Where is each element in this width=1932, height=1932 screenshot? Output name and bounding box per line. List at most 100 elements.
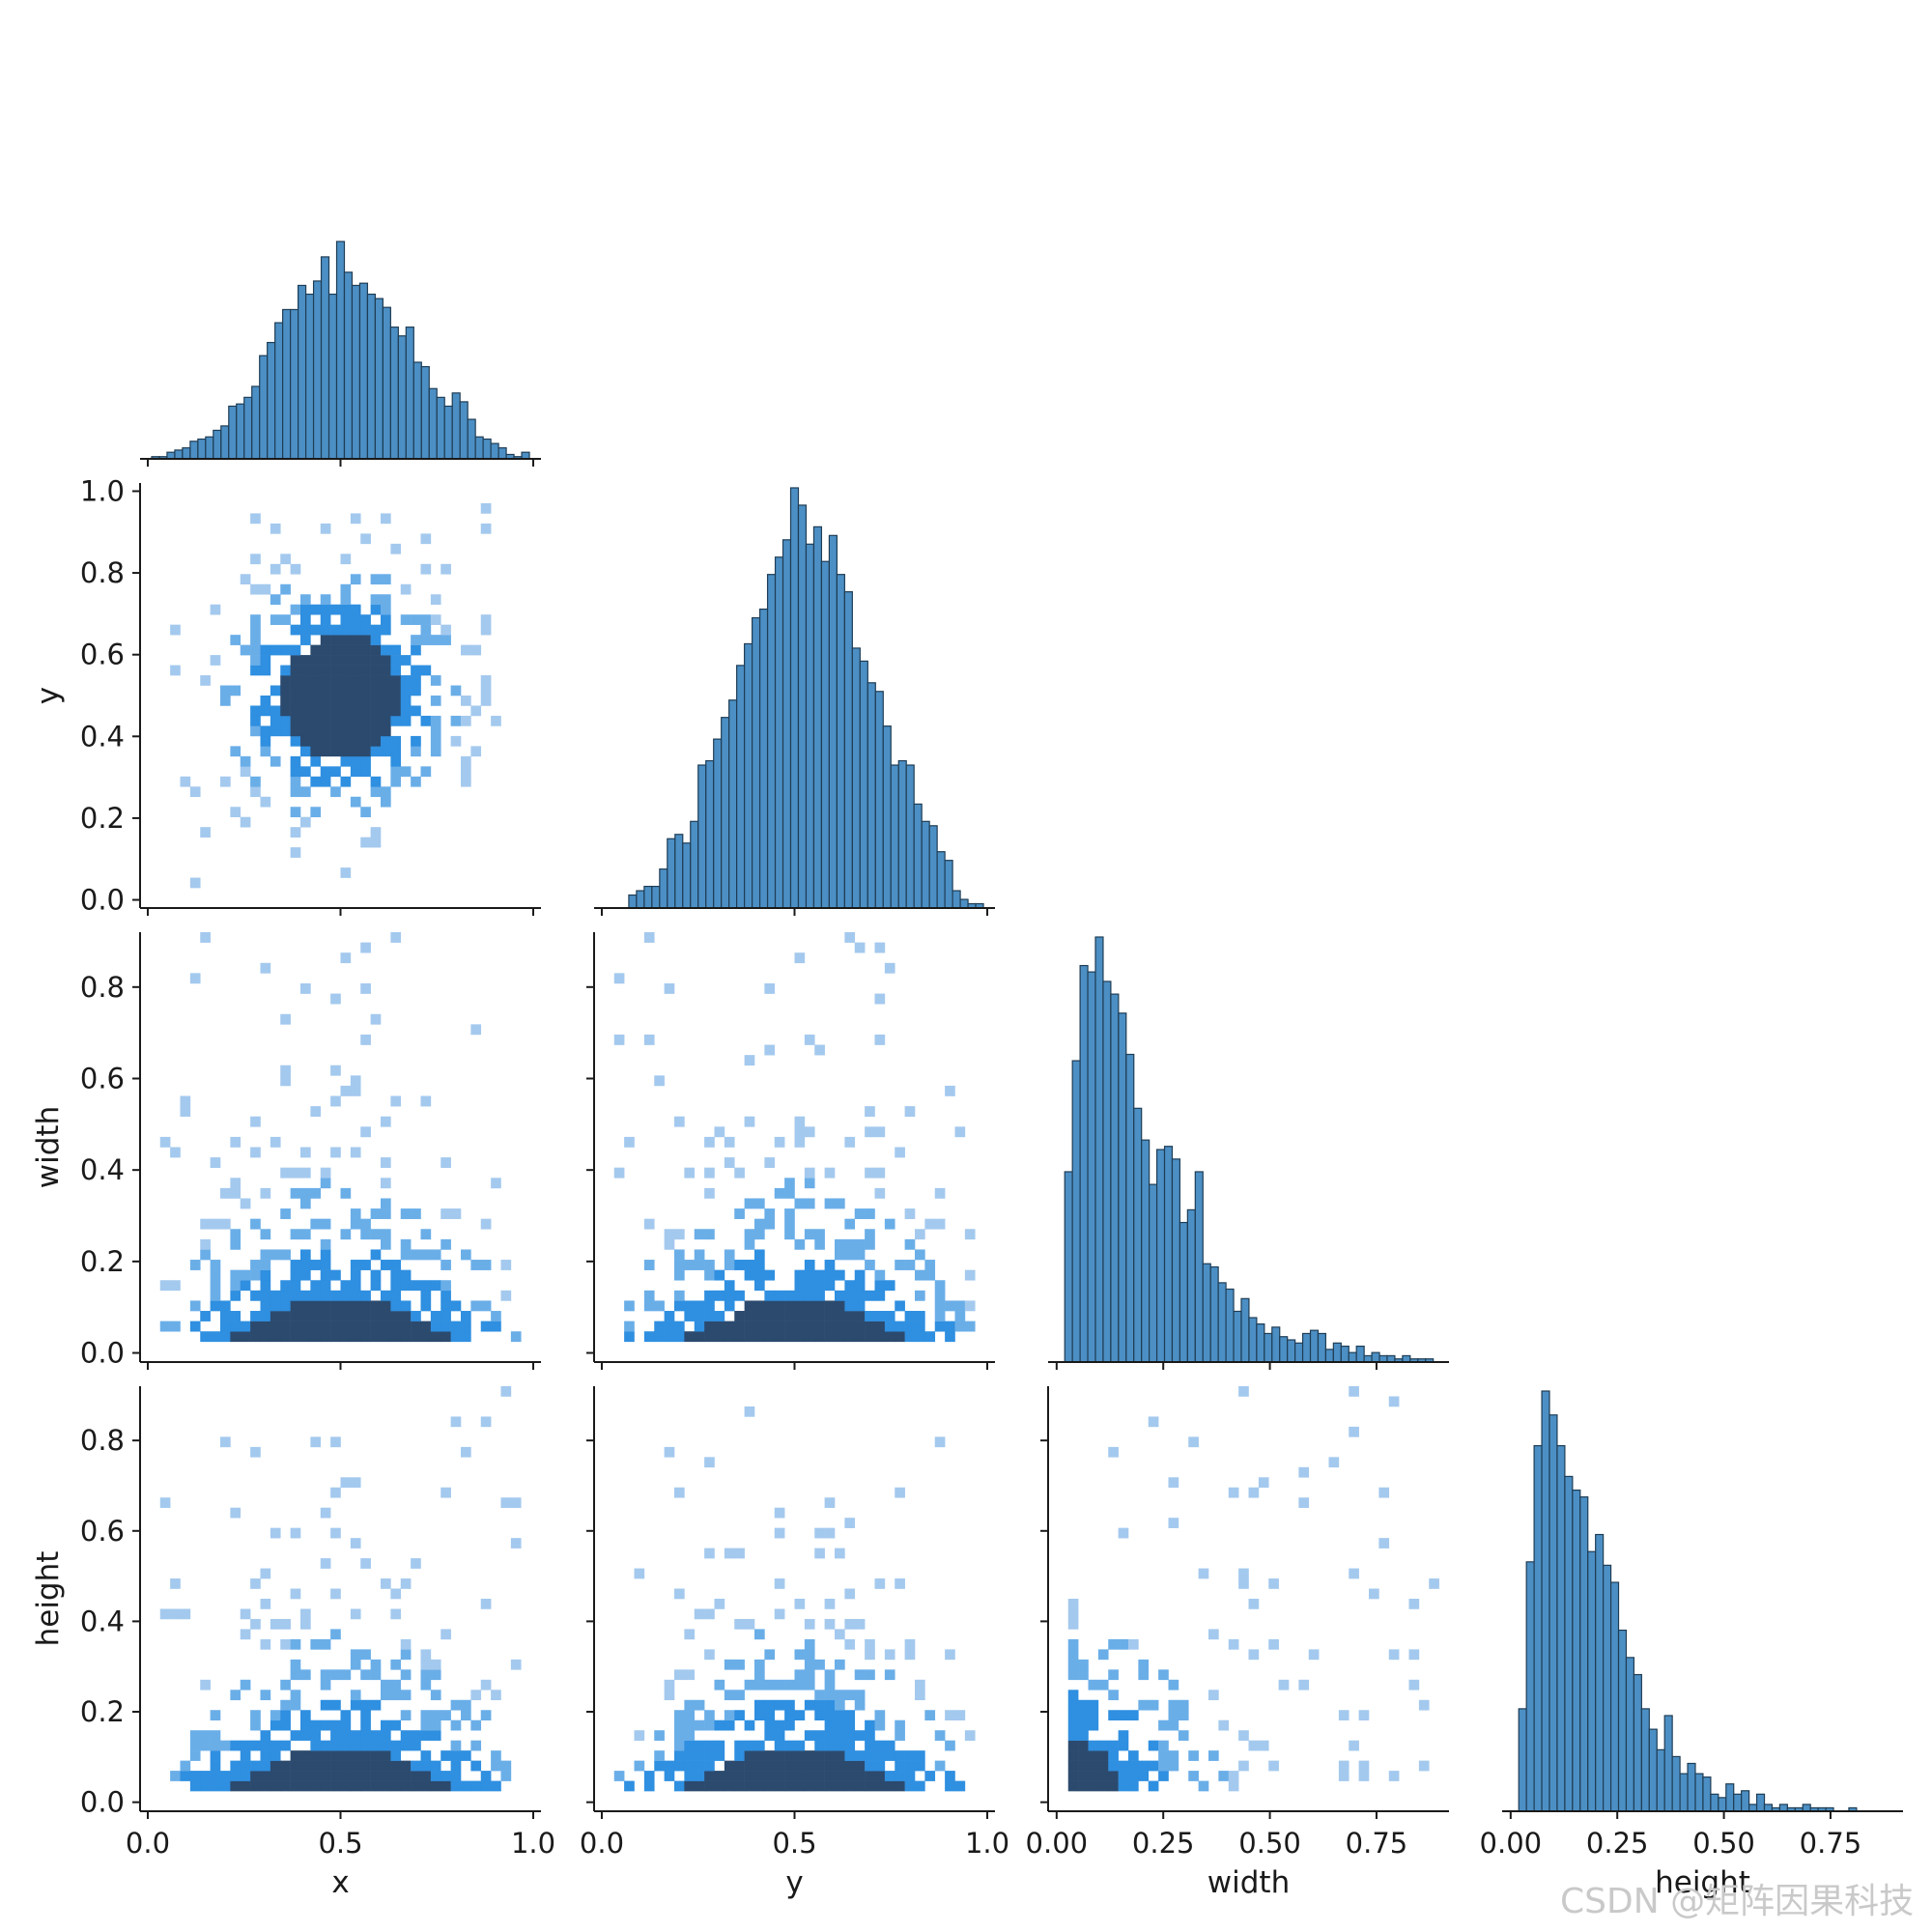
heat-cell <box>300 696 311 706</box>
heat-cell <box>300 816 311 828</box>
heat-cell <box>814 1780 825 1792</box>
heat-cell <box>260 1690 271 1701</box>
hist-bar <box>1617 1629 1628 1812</box>
heat-cell <box>170 665 181 676</box>
heat-cell <box>159 1608 171 1620</box>
heat-cell <box>300 746 311 757</box>
heat-cell <box>440 635 451 645</box>
heat-cell <box>964 1229 976 1240</box>
heat-cell <box>734 1290 745 1301</box>
hist-bar <box>713 738 723 909</box>
heat-cell <box>904 1750 916 1761</box>
heat-cell <box>684 1730 696 1741</box>
heat-cell <box>360 1699 371 1711</box>
heat-cell <box>724 1136 735 1148</box>
heat-cell <box>430 1669 441 1681</box>
heat-cell <box>381 1771 391 1781</box>
heat-cell <box>634 1760 645 1772</box>
heat-cell <box>350 705 361 717</box>
hist-bar <box>205 436 214 460</box>
heat-cell <box>320 1218 331 1230</box>
heat-cell <box>694 1229 705 1240</box>
heat-cell <box>480 502 492 514</box>
heat-cell <box>854 1771 866 1781</box>
heat-cell <box>844 1518 856 1528</box>
heat-cell <box>450 715 462 726</box>
heat-cell <box>1208 1690 1219 1701</box>
hist-bar <box>228 405 238 460</box>
heat-cell <box>350 1269 361 1281</box>
heat-cell <box>1088 1771 1099 1781</box>
heat-cell <box>1138 1699 1150 1711</box>
heat-cell <box>1097 1760 1109 1772</box>
heat-cell <box>370 1013 382 1025</box>
heat-cell <box>360 696 371 706</box>
heat-cell <box>884 1311 895 1321</box>
heat-cell <box>774 1527 785 1539</box>
heat-cell <box>220 1321 231 1332</box>
hist-bar <box>1271 1326 1281 1363</box>
heat-cell <box>420 1730 432 1741</box>
heat-cell <box>381 1719 391 1731</box>
heat-cell <box>350 1780 361 1792</box>
heat-cell <box>250 776 261 787</box>
heat-cell <box>1168 1477 1179 1489</box>
heat-cell <box>764 1311 776 1321</box>
heat-cell <box>1268 1638 1279 1650</box>
heat-cell <box>260 655 271 666</box>
hist-bar <box>197 438 207 460</box>
heat-cell <box>440 1238 451 1250</box>
heat-cell <box>260 1760 271 1772</box>
heat-cell <box>370 675 382 686</box>
heat-cell <box>764 1730 776 1741</box>
heat-cell <box>824 1167 836 1179</box>
heat-cell <box>381 665 391 676</box>
heat-cell <box>370 624 382 636</box>
hist-bar <box>467 418 476 460</box>
heat-cell <box>300 614 311 625</box>
heat-cell <box>360 665 371 676</box>
panel-x-x <box>140 241 541 467</box>
hist-bar <box>412 361 422 460</box>
heat-cell <box>734 1750 745 1761</box>
heat-cell <box>794 1771 806 1781</box>
heat-cell <box>350 675 361 686</box>
heat-cell <box>300 635 311 645</box>
heat-cell <box>744 1238 755 1250</box>
heat-cell <box>784 1178 795 1189</box>
heat-cell <box>744 1618 755 1630</box>
heat-cell <box>440 1771 451 1781</box>
heat-cell <box>844 1321 856 1332</box>
heat-cell <box>381 1780 391 1792</box>
heat-cell <box>1198 1780 1209 1792</box>
heat-cell <box>694 1300 705 1312</box>
heat-cell <box>804 1260 815 1270</box>
heat-cell <box>764 1269 776 1281</box>
heat-cell <box>330 705 341 717</box>
heat-cell <box>450 1740 462 1751</box>
heat-cell <box>420 614 432 625</box>
hist-bar <box>944 860 953 909</box>
heat-cell <box>390 746 402 757</box>
heat-cell <box>924 1710 936 1721</box>
heat-cell <box>360 942 371 953</box>
heat-cell <box>381 715 391 726</box>
heat-cell <box>400 583 412 595</box>
heat-cell <box>350 1290 361 1301</box>
heat-cell <box>814 1690 825 1701</box>
y-tick-label: 0.8 <box>80 1424 125 1457</box>
heat-cell <box>290 705 301 717</box>
heat-cell <box>310 604 322 615</box>
heat-cell <box>350 1208 361 1219</box>
heat-cell <box>754 1269 765 1281</box>
heat-cell <box>440 1780 451 1792</box>
heat-cell <box>159 1136 171 1148</box>
heat-cell <box>704 1187 715 1199</box>
y-axis-label: width <box>31 1106 66 1188</box>
heat-cell <box>290 675 301 686</box>
heat-cell <box>330 1290 341 1301</box>
heat-cell <box>210 655 221 666</box>
heat-cell <box>764 982 776 994</box>
x-tick-label: 0.00 <box>1026 1827 1089 1860</box>
hist-bar <box>1071 1060 1081 1363</box>
